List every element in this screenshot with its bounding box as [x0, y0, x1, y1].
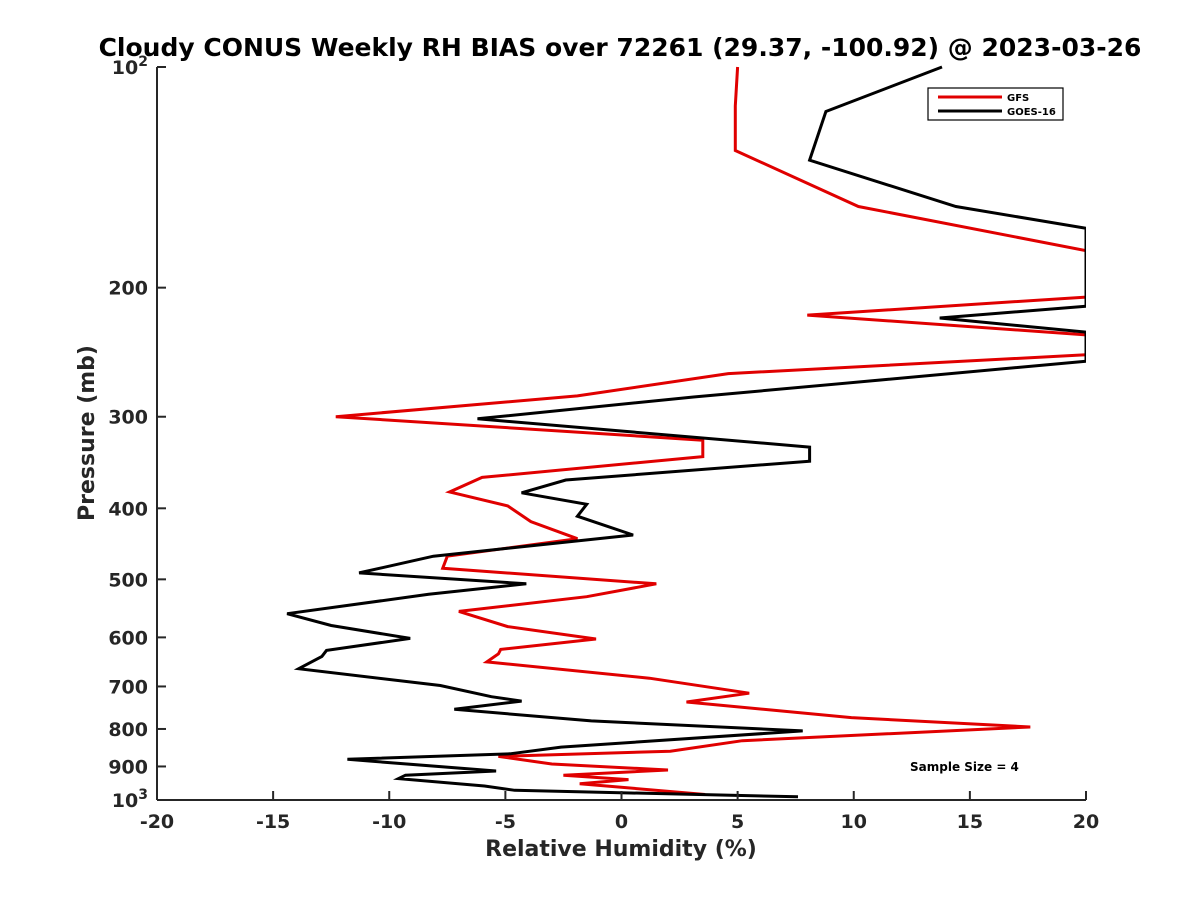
- y-axis-title: Pressure (mb): [75, 345, 100, 521]
- x-axis-title: Relative Humidity (%): [485, 837, 757, 862]
- x-tick-label: 5: [731, 811, 744, 833]
- plot-area: -20 -15 -10 -5 0 5 10 15 20 102 200 300 400 500 600 70…: [108, 54, 1099, 833]
- y-tick-label: 400: [108, 498, 148, 520]
- y-tick-label: 800: [108, 719, 148, 741]
- y-axis-ticks: 102 200 300 400 500 600 700 800 900 103: [108, 54, 166, 812]
- y-tick-label: 102: [112, 54, 148, 79]
- y-tick-label: 103: [112, 787, 148, 812]
- y-tick-label: 900: [108, 756, 148, 778]
- sample-size-annotation: Sample Size = 4: [910, 760, 1019, 774]
- x-tick-label: 10: [841, 811, 867, 833]
- x-tick-label: 15: [957, 811, 983, 833]
- x-tick-label: -15: [256, 811, 290, 833]
- x-tick-label: -10: [372, 811, 406, 833]
- series-line-goes16: [286, 65, 1086, 799]
- legend-label-gfs: GFS: [1007, 93, 1029, 104]
- chart-title: Cloudy CONUS Weekly RH BIAS over 72261 (…: [99, 33, 1142, 62]
- series-line-gfs: [335, 66, 1086, 796]
- x-axis-ticks: -20 -15 -10 -5 0 5 10 15 20: [140, 791, 1099, 833]
- y-tick-label: 300: [108, 407, 148, 429]
- legend-label-goes16: GOES-16: [1007, 107, 1056, 118]
- x-tick-label: -5: [495, 811, 516, 833]
- y-tick-label: 500: [108, 569, 148, 591]
- series-layer: [286, 65, 1086, 799]
- x-tick-label: 20: [1073, 811, 1099, 833]
- x-tick-label: 0: [615, 811, 628, 833]
- legend: GFS GOES-16: [927, 87, 1064, 121]
- y-tick-label: 700: [108, 676, 148, 698]
- x-tick-label: -20: [140, 811, 174, 833]
- y-tick-label: 200: [108, 278, 148, 300]
- legend-box: [927, 87, 1064, 121]
- y-tick-label: 600: [108, 627, 148, 649]
